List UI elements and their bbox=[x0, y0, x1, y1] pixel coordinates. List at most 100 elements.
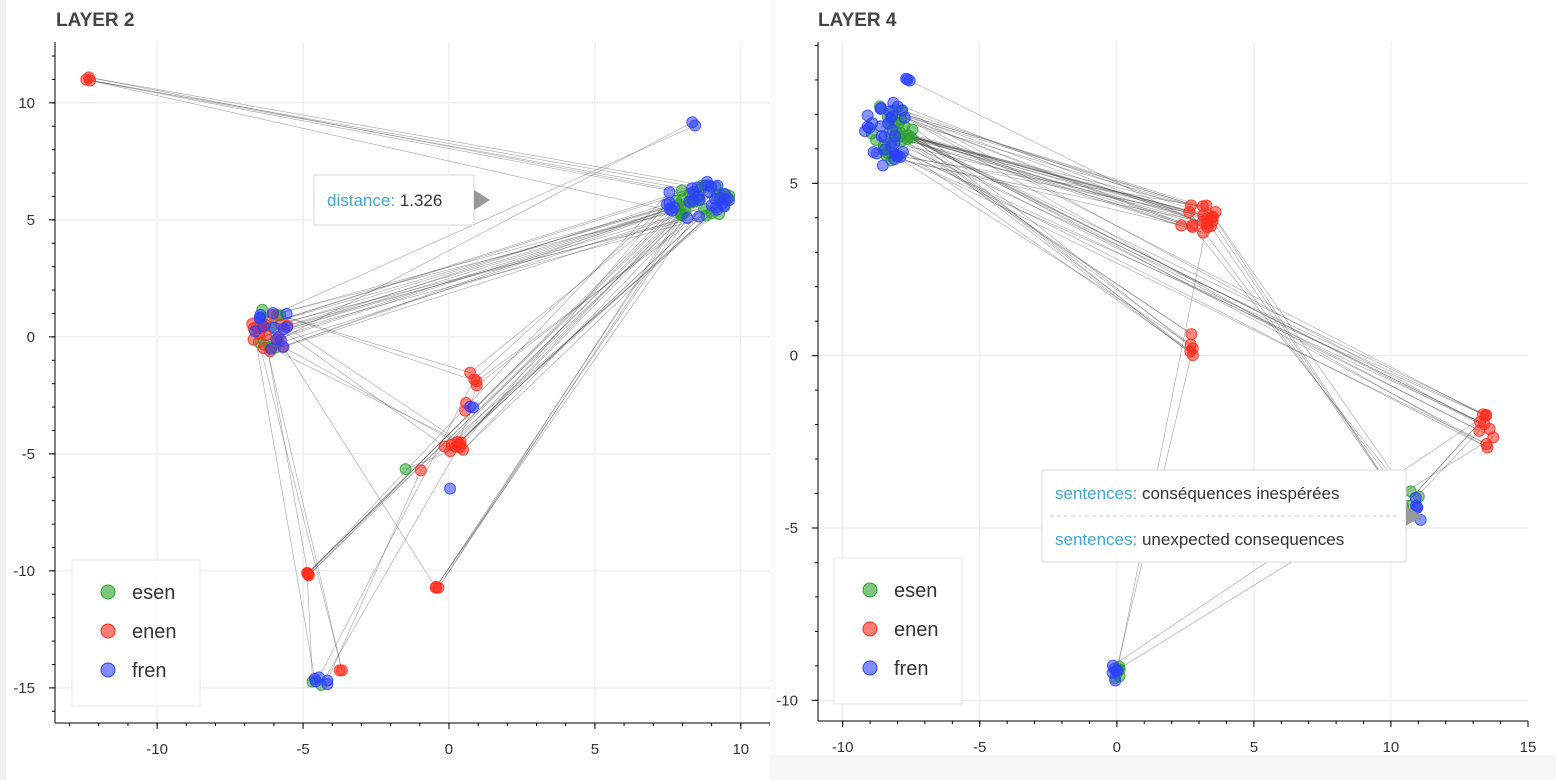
connection-lines bbox=[864, 79, 1494, 681]
point-enen[interactable] bbox=[302, 569, 315, 582]
point-enen[interactable] bbox=[1184, 338, 1197, 351]
legend-swatch-enen bbox=[862, 621, 878, 637]
point-fren[interactable] bbox=[894, 151, 907, 164]
point-fren[interactable] bbox=[876, 159, 889, 172]
layer4-plot[interactable]: -10 -5 0 5 10 15 5 0 -5 -10 esen enen fren sentences:… bbox=[770, 0, 1556, 780]
legend-box bbox=[833, 557, 963, 705]
point-esen[interactable] bbox=[675, 184, 688, 197]
point-enen[interactable] bbox=[80, 73, 93, 86]
point-enen[interactable] bbox=[1185, 328, 1198, 341]
pair-line bbox=[864, 130, 1488, 448]
legend-label-enen[interactable]: enen bbox=[132, 621, 177, 643]
pair-line bbox=[254, 331, 461, 445]
point-enen[interactable] bbox=[1183, 205, 1196, 218]
pair-line bbox=[455, 186, 712, 447]
pair-line bbox=[908, 135, 1487, 445]
point-enen[interactable] bbox=[451, 436, 464, 449]
legend-label-enen[interactable]: enen bbox=[894, 619, 939, 641]
point-fren[interactable] bbox=[1106, 659, 1119, 672]
point-enen[interactable] bbox=[1201, 221, 1214, 234]
layer2-plot[interactable]: -10 -5 0 5 10 10 5 0 -5 -10 -15 esen enen fren distanc… bbox=[0, 0, 771, 780]
pair-line bbox=[450, 194, 725, 452]
legend-label-esen[interactable]: esen bbox=[894, 580, 937, 602]
pair-line bbox=[90, 80, 716, 200]
point-fren[interactable] bbox=[266, 307, 279, 320]
point-fren[interactable] bbox=[867, 146, 880, 159]
pair-line bbox=[435, 186, 716, 588]
x-tick-label: 10 bbox=[732, 741, 749, 758]
series-fren bbox=[859, 72, 1427, 687]
point-fren[interactable] bbox=[1109, 674, 1122, 687]
point-esen[interactable] bbox=[399, 463, 412, 476]
pair-line bbox=[287, 217, 688, 327]
point-fren[interactable] bbox=[888, 137, 901, 150]
hover-tooltip: sentences: conséquences inespéréessenten… bbox=[1041, 469, 1422, 563]
pair-line bbox=[1203, 215, 1404, 508]
pair-line bbox=[907, 79, 1208, 228]
point-enen[interactable] bbox=[414, 464, 427, 477]
pair-line bbox=[88, 77, 705, 186]
point-fren[interactable] bbox=[280, 307, 293, 320]
pair-line bbox=[1114, 224, 1208, 681]
point-fren[interactable] bbox=[1410, 499, 1423, 512]
point-enen[interactable] bbox=[470, 375, 483, 388]
point-esen[interactable] bbox=[906, 123, 919, 136]
pair-line bbox=[892, 110, 1216, 213]
point-fren[interactable] bbox=[467, 401, 480, 414]
point-fren[interactable] bbox=[253, 311, 266, 324]
layer4-title: LAYER 4 bbox=[818, 10, 897, 31]
point-fren[interactable] bbox=[692, 190, 705, 203]
point-enen[interactable] bbox=[1200, 199, 1213, 212]
tooltip-value: conséquences inespérées bbox=[1142, 484, 1340, 503]
point-fren[interactable] bbox=[710, 203, 723, 216]
pair-line bbox=[908, 135, 1203, 222]
point-fren[interactable] bbox=[689, 119, 702, 132]
point-enen[interactable] bbox=[429, 581, 442, 594]
pair-line bbox=[327, 470, 422, 681]
y-tick-label: 0 bbox=[790, 348, 798, 365]
point-fren[interactable] bbox=[663, 186, 676, 199]
point-fren[interactable] bbox=[274, 334, 287, 347]
point-fren[interactable] bbox=[686, 182, 699, 195]
point-fren[interactable] bbox=[681, 211, 694, 224]
y-tick-label: 5 bbox=[27, 212, 35, 229]
point-fren[interactable] bbox=[277, 323, 290, 336]
pair-line bbox=[893, 102, 1212, 227]
legend-label-esen[interactable]: esen bbox=[132, 582, 175, 604]
point-fren[interactable] bbox=[903, 74, 916, 87]
pair-line bbox=[259, 201, 694, 335]
point-fren[interactable] bbox=[898, 111, 911, 124]
point-enen[interactable] bbox=[1186, 220, 1199, 233]
point-fren[interactable] bbox=[665, 204, 678, 217]
point-enen[interactable] bbox=[1186, 349, 1199, 362]
pair-line bbox=[892, 110, 1488, 448]
pair-line bbox=[1415, 430, 1480, 499]
point-enen[interactable] bbox=[1478, 418, 1491, 431]
pair-line bbox=[895, 136, 1204, 233]
point-fren[interactable] bbox=[692, 210, 705, 223]
legend-label-fren[interactable]: fren bbox=[132, 660, 166, 682]
pair-line bbox=[476, 208, 705, 386]
point-fren[interactable] bbox=[886, 123, 899, 136]
pair-line bbox=[308, 199, 683, 576]
point-enen[interactable] bbox=[1175, 219, 1188, 232]
point-enen[interactable] bbox=[438, 440, 451, 453]
point-fren[interactable] bbox=[875, 102, 888, 115]
point-fren[interactable] bbox=[444, 482, 457, 495]
panel-divider bbox=[770, 0, 776, 780]
point-fren[interactable] bbox=[705, 180, 718, 193]
point-fren[interactable] bbox=[861, 120, 874, 133]
point-fren[interactable] bbox=[875, 130, 888, 143]
pair-line bbox=[892, 110, 1203, 207]
tooltip-key: sentences: bbox=[1055, 484, 1142, 503]
pair-line bbox=[444, 205, 725, 447]
point-enen[interactable] bbox=[1481, 441, 1494, 454]
point-fren[interactable] bbox=[321, 678, 334, 691]
point-fren[interactable] bbox=[265, 342, 278, 355]
legend-label-fren[interactable]: fren bbox=[894, 658, 928, 680]
point-enen[interactable] bbox=[333, 664, 346, 677]
pair-line bbox=[253, 328, 316, 679]
pair-line bbox=[307, 192, 670, 575]
pair-line bbox=[892, 129, 1481, 423]
tooltip-value: 1.326 bbox=[400, 191, 443, 210]
